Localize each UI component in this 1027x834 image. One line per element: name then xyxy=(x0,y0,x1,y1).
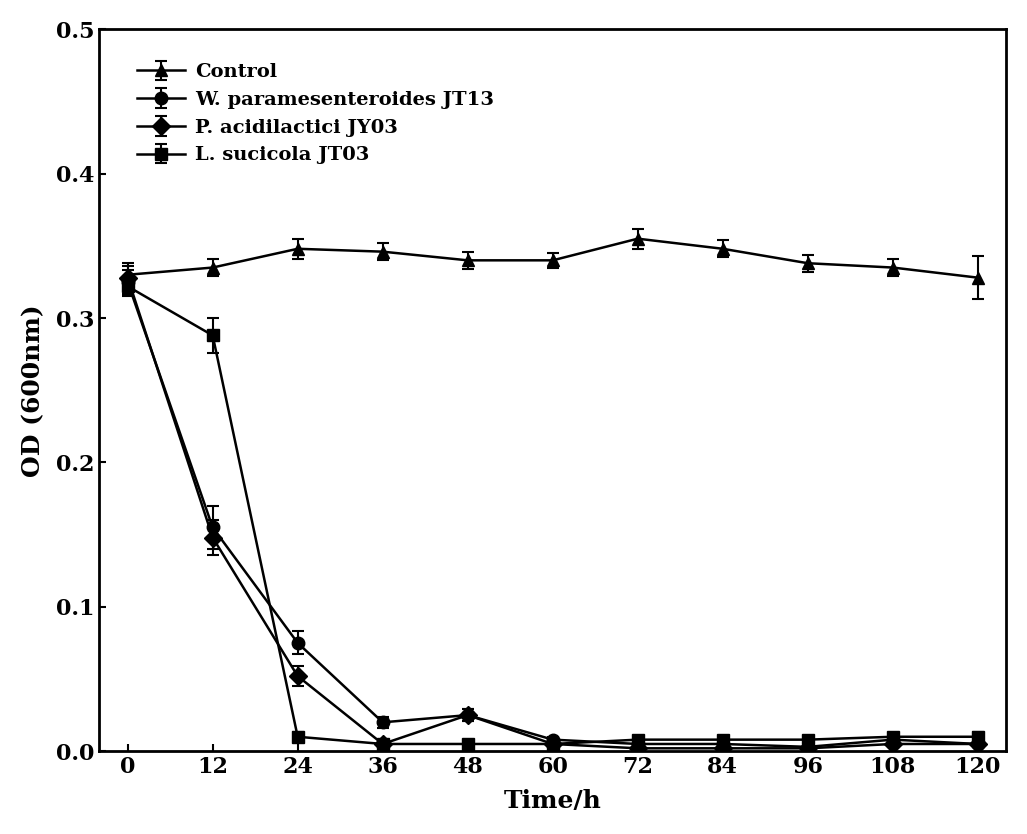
Y-axis label: OD (600nm): OD (600nm) xyxy=(21,304,45,476)
Legend: Control, W. paramesenteroides JT13, P. acidilactici JY03, L. sucicola JT03: Control, W. paramesenteroides JT13, P. a… xyxy=(127,53,504,174)
X-axis label: Time/h: Time/h xyxy=(504,789,602,813)
